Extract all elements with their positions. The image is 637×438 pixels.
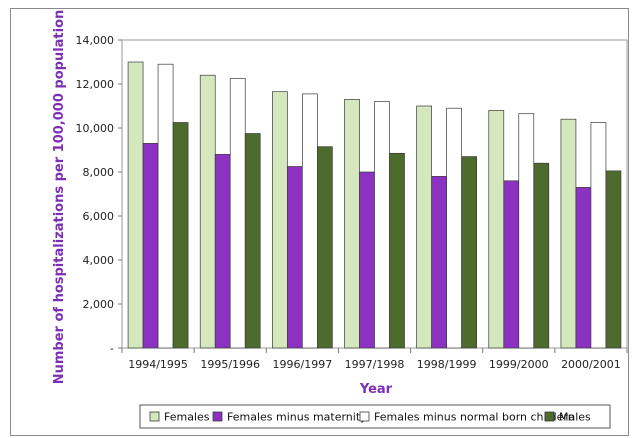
bar [389, 152, 405, 349]
legend-label: Females minus maternity [227, 411, 367, 424]
x-tick-label: 1995/1996 [200, 358, 260, 371]
legend-swatch [212, 411, 223, 422]
bar [446, 107, 462, 349]
bar [359, 171, 375, 349]
bar [560, 118, 577, 349]
y-tick-label: 14,000 [76, 34, 115, 47]
bar [199, 74, 216, 349]
bar [488, 110, 505, 349]
bar [416, 105, 432, 349]
bar [127, 61, 144, 349]
x-tick-label: 1998/1999 [417, 358, 477, 371]
legend-swatch [544, 411, 555, 422]
y-tick-label: 2,000 [83, 298, 115, 311]
bar [461, 156, 477, 349]
bar [157, 63, 174, 349]
bar [142, 143, 159, 349]
bar [575, 187, 592, 349]
legend-label: Males [559, 411, 591, 424]
bar [533, 162, 550, 349]
x-axis-ticks: 1994/1995 1995/1996 1996/1997 1997/1998 1998… [121, 348, 628, 371]
bar [172, 122, 189, 349]
bar [518, 113, 535, 349]
bar [605, 170, 622, 349]
y-axis-ticks: - 2,000 4,000 6,000 8,000 10,000 12,000 14,000 [76, 34, 122, 355]
y-tick-label: 4,000 [83, 254, 115, 267]
bar [317, 146, 333, 349]
x-tick-label: 1996/1997 [273, 358, 333, 371]
x-tick-label: 1997/1998 [345, 358, 405, 371]
legend-label: Females [164, 411, 210, 424]
y-tick-label: - [110, 342, 114, 355]
bars [127, 61, 622, 349]
bar [214, 154, 231, 349]
x-tick-label: 1999/2000 [489, 358, 549, 371]
y-tick-label: 8,000 [83, 166, 115, 179]
legend: Females Females minus maternity Females mi… [139, 404, 611, 429]
bar [431, 176, 447, 349]
y-axis-title: Number of hospitalizations per 100,000 p… [52, 10, 67, 385]
legend-box [139, 404, 611, 429]
bar [374, 101, 390, 349]
bar [590, 122, 607, 349]
bar [302, 93, 318, 349]
bar [503, 180, 520, 349]
x-tick-label: 1994/1995 [128, 358, 188, 371]
legend-swatch [359, 411, 370, 422]
y-tick-label: 10,000 [76, 122, 115, 135]
x-axis-title: Year [359, 382, 393, 397]
y-tick-label: 12,000 [76, 78, 115, 91]
bar [344, 99, 360, 349]
x-tick-label: 2000/2001 [561, 358, 621, 371]
bar [287, 166, 303, 349]
y-tick-label: 6,000 [83, 210, 115, 223]
bar [244, 133, 261, 349]
bar [272, 91, 288, 349]
legend-label: Females minus normal born childern [374, 411, 575, 424]
bar [229, 78, 246, 349]
legend-swatch [149, 411, 160, 422]
